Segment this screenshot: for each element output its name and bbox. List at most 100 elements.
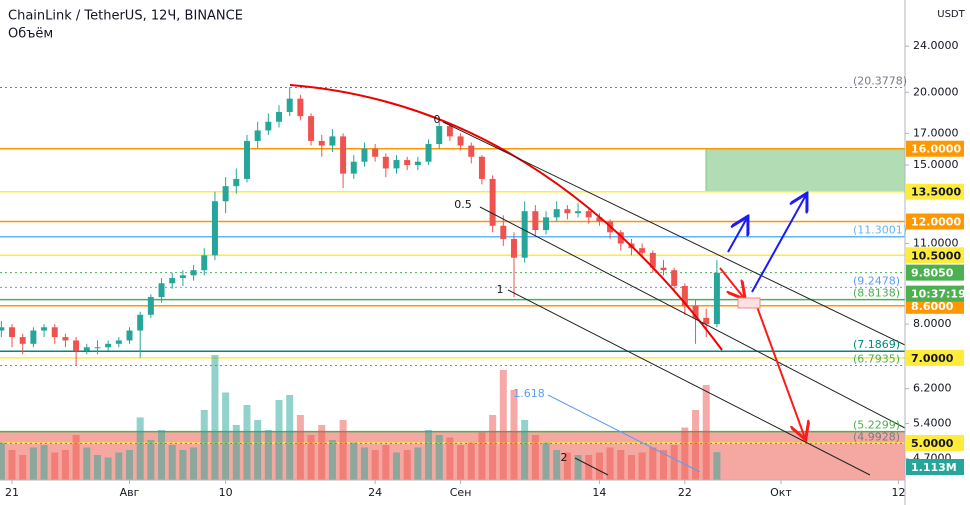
candle-body [575, 211, 582, 214]
candle-body [83, 347, 90, 351]
price-tag-label: 16.0000 [911, 143, 961, 156]
price-tag-label: 10.5000 [911, 249, 961, 262]
chart-title: ChainLink / TetherUS, 12Ч, BINANCE [8, 9, 243, 24]
volume-bar [136, 417, 144, 480]
candle-body [382, 156, 389, 169]
volume-bar [681, 427, 689, 480]
zone [705, 148, 906, 193]
arrow [751, 195, 806, 293]
volume-bar [649, 447, 657, 480]
volume-bar [328, 440, 336, 480]
fib-line [547, 394, 701, 473]
candle-body [713, 272, 720, 325]
volume-bar [126, 450, 133, 480]
x-tick-label: 22 [678, 486, 692, 499]
level-label: (6.7935) [853, 352, 900, 365]
y-tick-label: 17.0000 [913, 126, 959, 139]
drawings: 0 0.5 1 1.618 2 [289, 84, 906, 476]
candle-body [457, 136, 464, 146]
volume-bar [222, 392, 230, 480]
price-tag-label: 12.0000 [911, 216, 961, 229]
candle-body [340, 136, 347, 174]
countdown: 10:37:19 [911, 288, 966, 301]
price-tag [906, 140, 964, 157]
candle-body [286, 98, 293, 112]
candle-body [660, 267, 667, 271]
volume-bar [296, 415, 304, 480]
volume-bar [435, 435, 443, 480]
candle-body [350, 161, 357, 174]
volume-bar [467, 442, 475, 480]
volume-bar [563, 452, 571, 480]
arrow [755, 303, 805, 438]
volume-bar [638, 452, 646, 480]
candle-body [361, 148, 368, 162]
volume-bar [243, 405, 251, 480]
volume-bar [104, 457, 112, 480]
price-tag [906, 264, 964, 281]
subtitle: Объём [8, 27, 53, 42]
candle-body [329, 136, 336, 146]
volume-bar [51, 452, 59, 480]
candle-body [137, 314, 144, 331]
volume-bar [83, 447, 91, 480]
volume-bar [371, 450, 379, 480]
candle-body [30, 330, 37, 344]
candle-body [425, 144, 432, 162]
y-tick-label: 15.0000 [913, 158, 959, 171]
volume-bar [211, 355, 219, 480]
candle-body [510, 238, 517, 258]
candle-body [404, 160, 411, 166]
candle-body [617, 232, 624, 244]
fib-line [574, 457, 609, 476]
volume-bar [670, 445, 678, 480]
volume-bar [254, 420, 262, 480]
level-label: (11.3001) [853, 224, 907, 237]
volume-bar [115, 452, 123, 480]
level-label: (5.2299) [853, 419, 900, 432]
candle-body [233, 178, 240, 187]
candle-body [243, 140, 250, 179]
candle-body [179, 275, 186, 278]
volume-bar [200, 410, 208, 480]
price-tag [906, 183, 964, 200]
candle-body [308, 116, 315, 141]
candle-body [478, 156, 485, 179]
candle-body [596, 217, 603, 222]
volume-bar [414, 447, 422, 480]
volume-bar [0, 442, 5, 480]
price-tag-label: 7.0000 [911, 352, 954, 365]
price-tag [906, 297, 964, 314]
volume-bar [318, 425, 326, 480]
volume-bar [40, 445, 48, 480]
fib-label: 0.5 [454, 198, 472, 211]
time-axis [0, 480, 905, 505]
candle-body [94, 347, 101, 349]
x-tick-label: Авг [120, 486, 140, 499]
volume-bar [158, 430, 166, 480]
price-tag [906, 349, 964, 366]
candle-body [703, 317, 710, 325]
volume-bar [339, 420, 347, 480]
y-tick-label: 11.0000 [913, 237, 959, 250]
price-tag [906, 213, 964, 230]
volume-bar [521, 420, 529, 480]
candle-body [62, 337, 69, 341]
channel-line [442, 121, 906, 346]
candle-body [73, 340, 80, 351]
volume-bar [29, 447, 37, 480]
volume-bar [595, 452, 603, 480]
volume-bar [350, 442, 358, 480]
volume-bar [61, 450, 69, 480]
candle-body [297, 98, 304, 117]
candle-body [115, 340, 122, 344]
volume-bar [264, 430, 272, 480]
candle-body [671, 270, 678, 286]
x-tick-label: 24 [368, 486, 382, 499]
volume-bar [446, 437, 454, 480]
price-tag-label: 9.8050 [911, 267, 954, 280]
candle-body [0, 327, 5, 331]
volume-bar [499, 370, 507, 480]
candle-body [532, 211, 539, 231]
level-label: (7.1869) [853, 338, 900, 351]
